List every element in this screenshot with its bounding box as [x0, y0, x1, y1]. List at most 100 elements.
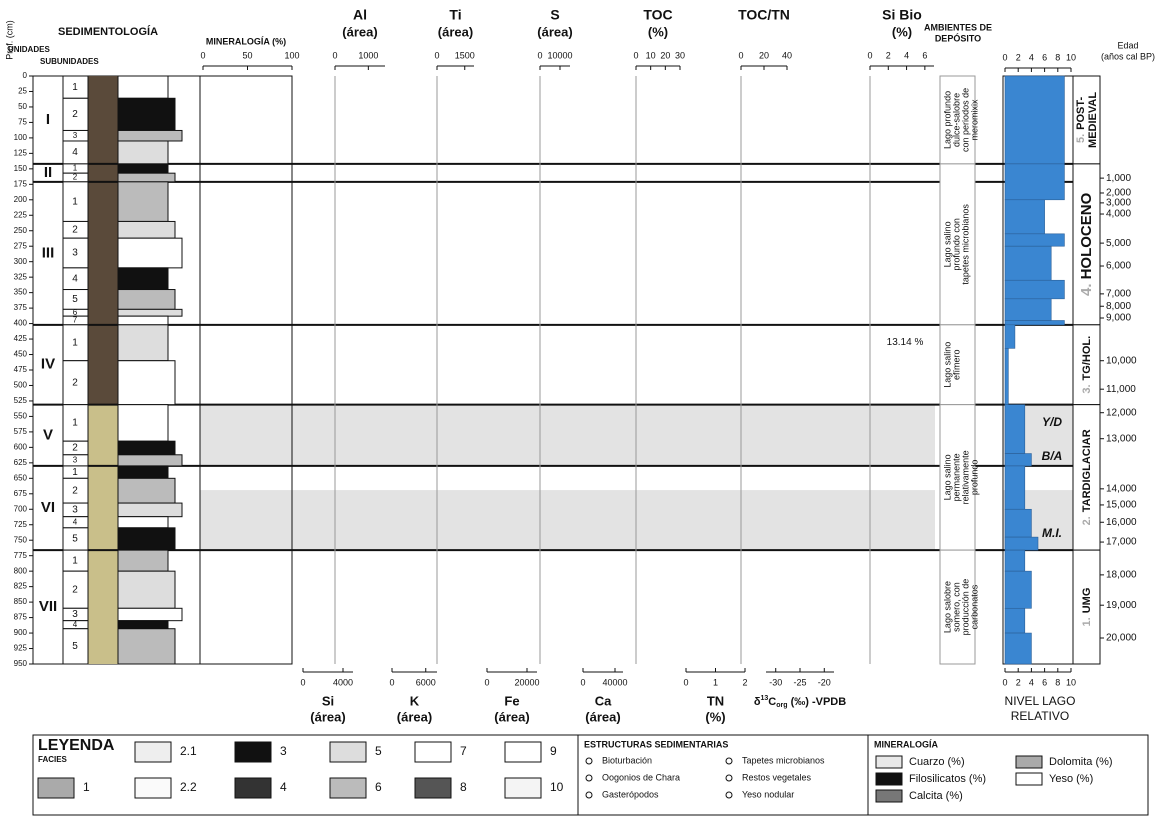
lithology	[118, 182, 168, 222]
column-unit: (área)	[342, 24, 377, 39]
lithology	[118, 621, 168, 629]
depth-tick-label: 850	[14, 597, 28, 606]
tick-label: 0	[389, 677, 394, 687]
lithology	[118, 361, 175, 405]
tick-label: 2	[886, 50, 891, 60]
tick-label: 40000	[602, 677, 627, 687]
column-name: Si	[322, 693, 334, 708]
chronozone-number: 1.	[1081, 617, 1093, 626]
subunit-label: 3	[73, 455, 78, 464]
column-name: Fe	[504, 693, 519, 708]
unit-label: VII	[39, 598, 57, 615]
legend-label: Gasterópodos	[602, 789, 659, 799]
legend-label: 2.1	[180, 744, 197, 758]
subunit-label: 2	[72, 485, 78, 496]
environment-text: efímero	[951, 349, 961, 380]
depth-tick-label: 475	[14, 365, 28, 374]
tick-label: 1000	[358, 50, 378, 60]
tick-label: 4	[904, 50, 909, 60]
mineral-swatch	[876, 756, 902, 768]
tick-label: 6000	[416, 677, 436, 687]
legend-label: Cuarzo (%)	[909, 756, 965, 768]
chronozone-name: TARDIGLACIAR	[1081, 429, 1093, 512]
age-label: 1,000	[1106, 173, 1131, 184]
tick-label: 6	[1042, 52, 1047, 62]
tick-label: 0	[537, 50, 542, 60]
legend-box	[33, 735, 578, 815]
column-name: Ti	[449, 7, 461, 23]
name-part: 13	[760, 695, 768, 702]
legend-label: Filosilicatos (%)	[909, 773, 986, 785]
depth-tick-label: 175	[14, 179, 28, 188]
facies-swatch	[505, 742, 541, 762]
unit-label: V	[43, 426, 53, 443]
structure-symbol	[726, 775, 732, 781]
legend-label: Bioturbación	[602, 755, 652, 765]
unit-label: VI	[41, 499, 55, 516]
subunit-label: 1	[72, 418, 78, 429]
age-label: 10,000	[1106, 355, 1137, 366]
depth-tick-label: 800	[14, 566, 28, 575]
age-label: 8,000	[1106, 301, 1131, 312]
lithology	[118, 238, 182, 268]
depth-tick-label: 925	[14, 644, 28, 653]
depth-tick-label: 900	[14, 628, 28, 637]
column-unit: (%)	[892, 24, 912, 39]
depth-tick-label: 275	[14, 241, 28, 250]
legend-label: Restos vegetales	[742, 772, 812, 782]
facies-swatch	[235, 778, 271, 798]
legend-subtitle: ESTRUCTURAS SEDIMENTARIAS	[584, 739, 728, 749]
header: Edad	[1117, 40, 1138, 50]
subunit-label: 4	[73, 517, 78, 526]
tick-label: 0	[633, 50, 638, 60]
subunit-label: 2	[72, 109, 78, 120]
legend-label: 7	[460, 744, 467, 758]
subunit-label: 3	[72, 505, 78, 516]
age-label: 13,000	[1106, 433, 1137, 444]
age-label: 7,000	[1106, 289, 1131, 300]
lake-bar	[1005, 200, 1045, 234]
depth-tick-label: 950	[14, 659, 28, 668]
depth-tick-label: 375	[14, 303, 28, 312]
lake-bar	[1005, 633, 1031, 664]
depth-tick-label: 650	[14, 473, 28, 482]
chronozone-label: 1.UMG	[1081, 588, 1093, 627]
depth-tick-label: 700	[14, 504, 28, 513]
depth-tick-label: 25	[18, 87, 27, 96]
tick-label: 20	[759, 50, 769, 60]
lake-bar	[1005, 405, 1025, 454]
subunit-label: 2	[72, 224, 78, 235]
tick-label: 8	[1055, 677, 1060, 687]
subunit-label: 5	[72, 641, 78, 652]
legend-label: Oogonios de Chara	[602, 772, 680, 782]
lithology	[118, 290, 175, 310]
chronozone-name: HOLOCENO	[1078, 192, 1095, 279]
tick-label: 8	[1055, 52, 1060, 62]
depth-tick-label: 675	[14, 489, 28, 498]
header: NIVEL LAGO	[1005, 694, 1076, 708]
mineral-swatch	[1016, 773, 1042, 785]
facies-swatch	[330, 742, 366, 762]
facies-swatch	[415, 778, 451, 798]
legend-label: Dolomita (%)	[1049, 756, 1113, 768]
tick-label: 0	[738, 50, 743, 60]
column-unit: (área)	[494, 709, 529, 724]
chronozone-number: 3.	[1081, 384, 1093, 393]
tick-label: 2	[1016, 52, 1021, 62]
age-label: 3,000	[1106, 198, 1131, 209]
depth-tick-label: 575	[14, 427, 28, 436]
legend-label: 8	[460, 780, 467, 794]
lake-bar	[1005, 76, 1064, 164]
lithology	[118, 466, 168, 478]
facies-swatch	[135, 742, 171, 762]
name-part: C	[768, 696, 776, 708]
lithology	[118, 98, 175, 130]
subunit-label: 4	[72, 273, 78, 284]
environment-text: carbonatos	[969, 584, 979, 629]
lithology	[118, 268, 168, 290]
structure-symbol	[586, 775, 592, 781]
depth-tick-label: 450	[14, 350, 28, 359]
subunit-label: 3	[73, 131, 78, 140]
header: UNIDADES	[8, 45, 50, 54]
tick-label: 6	[922, 50, 927, 60]
